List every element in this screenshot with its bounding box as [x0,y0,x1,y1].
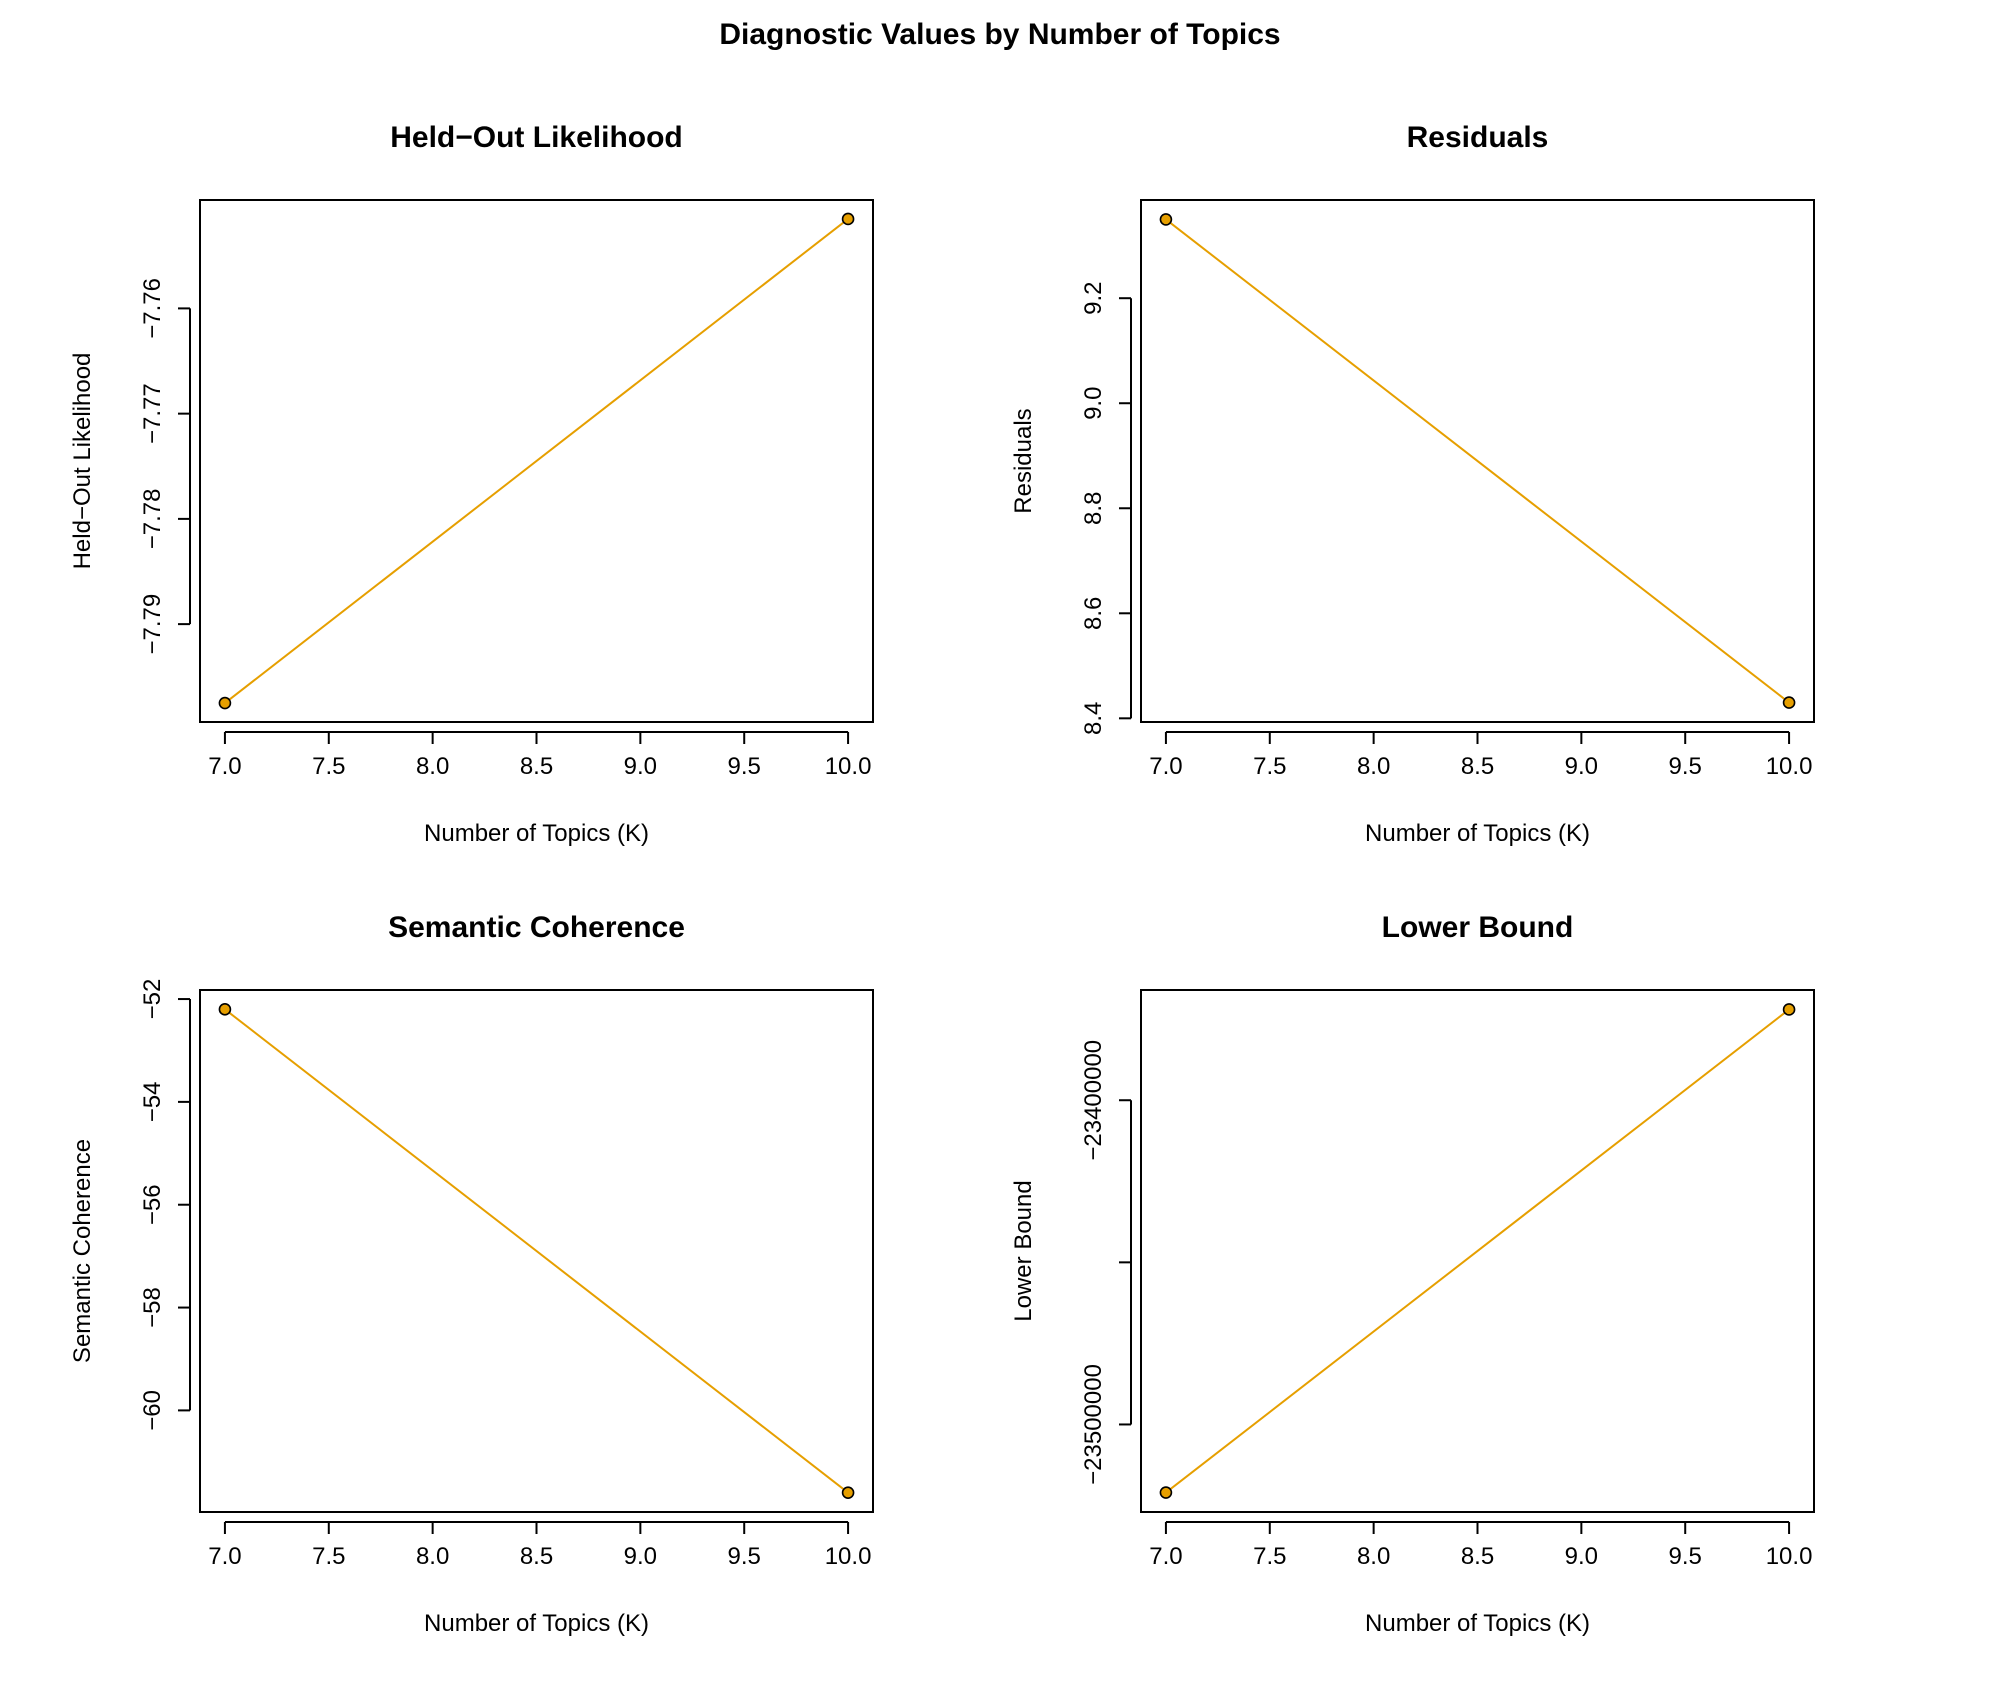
residuals-x-axis: 7.0 7.5 8.0 8.5 9.0 9.5 10.0 [1149,731,1813,780]
y-tick-label: −23400000 [1080,1040,1107,1161]
semantic-coherence-data-point [218,1003,232,1016]
x-tick-label: 7.0 [208,753,241,780]
residuals-plot-frame [1140,199,1815,723]
residuals-y-axis: 8.4 8.6 8.8 9.0 9.2 [1080,282,1132,735]
y-tick-label: 8.8 [1080,492,1107,525]
x-tick-label: 8.0 [416,753,449,780]
y-tick-label: −56 [139,1184,166,1225]
x-tick-label: 9.5 [1669,753,1702,780]
x-tick-label: 9.0 [1565,1543,1598,1570]
semantic-coherence-y-axis-label: Semantic Coherence [69,1139,96,1363]
semantic-coherence-panel: Semantic Coherence 7.0 7.5 8.0 8.5 9.0 9.5 10.0… [69,911,874,1637]
y-tick-label: 9.0 [1080,387,1107,420]
held-out-likelihood-data-point [841,212,855,226]
lower-bound-y-axis-label: Lower Bound [1010,1180,1037,1321]
y-tick-label: −23500000 [1080,1364,1107,1485]
held-out-likelihood-x-axis: 7.0 7.5 8.0 8.5 9.0 9.5 10.0 [208,731,872,780]
x-tick-label: 10.0 [825,1543,872,1570]
panels: Held−Out Likelihood 7.0 7.5 8.0 8.5 9.0 9.5 10.… [69,121,1815,1637]
x-tick-label: 10.0 [825,753,872,780]
x-tick-label: 8.0 [1357,1543,1390,1570]
lower-bound-x-axis: 7.0 7.5 8.0 8.5 9.0 9.5 10.0 [1149,1521,1813,1570]
held-out-likelihood-data-point [218,696,232,710]
semantic-coherence-title: Semantic Coherence [388,911,685,944]
lower-bound-data-point [1782,1003,1796,1016]
x-tick-label: 9.0 [624,1543,657,1570]
residuals-y-axis-label: Residuals [1010,408,1037,513]
y-tick-label: −58 [139,1287,166,1328]
held-out-likelihood-series-line [224,218,849,704]
figure-title: Diagnostic Values by Number of Topics [719,18,1280,51]
x-tick-label: 7.0 [1149,753,1182,780]
y-tick-label: −7.79 [139,594,166,655]
y-tick-label: −54 [139,1082,166,1123]
x-tick-label: 7.5 [312,1543,345,1570]
x-tick-label: 8.0 [416,1543,449,1570]
x-tick-label: 8.5 [520,1543,553,1570]
x-tick-label: 9.0 [624,753,657,780]
residuals-title: Residuals [1407,121,1549,154]
lower-bound-panel: Lower Bound 7.0 7.5 8.0 8.5 9.0 9.5 10.0 Number … [1010,911,1815,1637]
lower-bound-data-point [1159,1486,1173,1499]
lower-bound-title: Lower Bound [1382,911,1574,944]
residuals-panel: Residuals 7.0 7.5 8.0 8.5 9.0 9.5 10.0 Number of… [1010,121,1815,847]
y-tick-label: 8.6 [1080,597,1107,630]
held-out-likelihood-x-axis-label: Number of Topics (K) [424,820,649,847]
lower-bound-plot-frame [1140,989,1815,1513]
x-tick-label: 8.5 [1461,753,1494,780]
x-tick-label: 10.0 [1766,753,1813,780]
y-tick-label: −7.78 [139,489,166,550]
lower-bound-y-axis: −23500000 −23400000 [1080,1040,1132,1485]
y-tick-label: −52 [139,979,166,1020]
x-tick-label: 9.5 [728,1543,761,1570]
x-tick-label: 9.0 [1565,753,1598,780]
y-tick-label: 9.2 [1080,282,1107,315]
x-tick-label: 9.5 [1669,1543,1702,1570]
semantic-coherence-x-axis: 7.0 7.5 8.0 8.5 9.0 9.5 10.0 [208,1521,872,1570]
semantic-coherence-plot-frame [199,989,874,1513]
y-tick-label: −60 [139,1390,166,1431]
x-tick-label: 9.5 [728,753,761,780]
y-tick-label: 8.4 [1080,702,1107,735]
x-tick-label: 7.5 [312,753,345,780]
semantic-coherence-y-axis: −60 −58 −56 −54 −52 [139,979,191,1431]
residuals-x-axis-label: Number of Topics (K) [1365,820,1590,847]
held-out-likelihood-title: Held−Out Likelihood [390,121,683,154]
held-out-likelihood-y-axis: −7.79 −7.78 −7.77 −7.76 [139,278,191,655]
x-tick-label: 8.5 [520,753,553,780]
held-out-likelihood-plot-frame [199,199,874,723]
semantic-coherence-x-axis-label: Number of Topics (K) [424,1610,649,1637]
semantic-coherence-series-line [224,1008,849,1494]
x-tick-label: 8.0 [1357,753,1390,780]
x-tick-label: 10.0 [1766,1543,1813,1570]
lower-bound-x-axis-label: Number of Topics (K) [1365,1610,1590,1637]
held-out-likelihood-panel: Held−Out Likelihood 7.0 7.5 8.0 8.5 9.0 9.5 10.… [69,121,874,847]
y-tick-label: −7.77 [139,383,166,444]
residuals-data-point [1159,213,1173,226]
lower-bound-series-line [1165,1008,1790,1494]
semantic-coherence-data-point [841,1486,855,1499]
x-tick-label: 7.5 [1253,753,1286,780]
x-tick-label: 7.0 [1149,1543,1182,1570]
x-tick-label: 8.5 [1461,1543,1494,1570]
held-out-likelihood-y-axis-label: Held−Out Likelihood [69,353,96,570]
x-tick-label: 7.5 [1253,1543,1286,1570]
residuals-data-point [1782,696,1796,709]
y-tick-label: −7.76 [139,278,166,339]
x-tick-label: 7.0 [208,1543,241,1570]
residuals-series-line [1165,218,1790,704]
